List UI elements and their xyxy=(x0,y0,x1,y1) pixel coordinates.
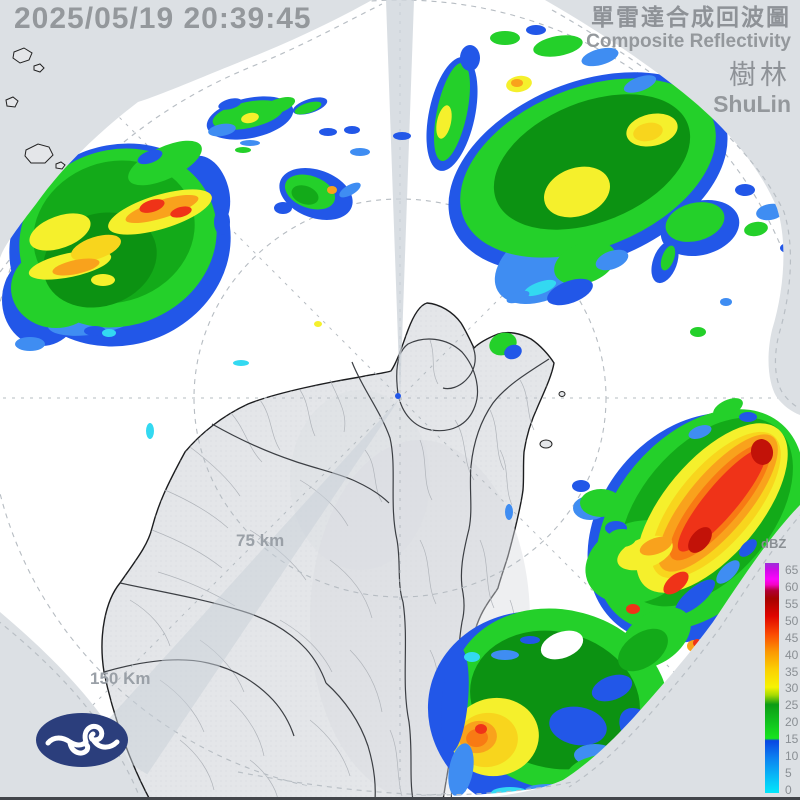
title-chinese: 單雷達合成回波圖 xyxy=(591,4,791,30)
blocked-sectors xyxy=(35,0,414,800)
dbz-colorbar xyxy=(765,563,779,793)
colorbar-tick: 5 xyxy=(785,766,792,781)
range-label-75km: 75 km xyxy=(236,531,285,550)
echo-cluster-northwest-offshore xyxy=(2,140,231,351)
colorbar-tick: 20 xyxy=(785,715,799,730)
radar-echoes xyxy=(2,25,800,800)
colorbar-tick: 40 xyxy=(785,647,799,662)
colorbar-tick: 65 xyxy=(785,563,799,577)
echo-cluster-northeast-main xyxy=(395,25,796,520)
echo-cluster-east-offshore-intense xyxy=(572,398,800,644)
echo-cluster-southeast-coastal xyxy=(427,607,701,800)
station-name-chinese: 樹林 xyxy=(729,60,791,91)
offshore-islands xyxy=(5,47,566,449)
colorbar-unit-label: dBZ xyxy=(761,536,787,551)
timestamp: 2025/05/19 20:39:45 xyxy=(14,2,312,35)
guishan-island xyxy=(539,439,553,449)
range-label-150km: 150 Km xyxy=(90,669,151,688)
colorbar-tick: 55 xyxy=(785,596,799,611)
colorbar-tick: 10 xyxy=(785,749,799,764)
title-block: 單雷達合成回波圖 Composite Reflectivity 樹林 ShuLi… xyxy=(586,4,791,118)
station-name-english: ShuLin xyxy=(713,91,791,118)
colorbar-tick: 30 xyxy=(785,681,799,696)
echo-cluster-north-northeast-band xyxy=(426,45,480,171)
colorbar-tick: 0 xyxy=(785,783,792,797)
blocked-sector-southwest xyxy=(35,398,400,800)
colorbar-tick: 50 xyxy=(785,613,799,628)
title-english: Composite Reflectivity xyxy=(586,31,791,53)
cwb-logo xyxy=(36,713,128,767)
echo-cluster-north-small xyxy=(206,96,411,156)
colorbar-tick: 25 xyxy=(785,698,799,713)
colorbar-tick: 15 xyxy=(785,732,799,747)
cwb-wave-icon xyxy=(45,723,120,756)
range-boundary-dash-bottom xyxy=(237,771,573,796)
cwb-logo-ellipse xyxy=(36,713,128,767)
colorbar-tick: 35 xyxy=(785,664,799,679)
blocked-sector-north xyxy=(386,0,414,398)
colorbar-tick: 45 xyxy=(785,630,799,645)
echo-cluster-north-mid-arc xyxy=(274,167,361,221)
colorbar-tick: 60 xyxy=(785,579,799,594)
echo-cluster-isolated-specks xyxy=(146,321,322,439)
bottom-border xyxy=(0,797,800,800)
